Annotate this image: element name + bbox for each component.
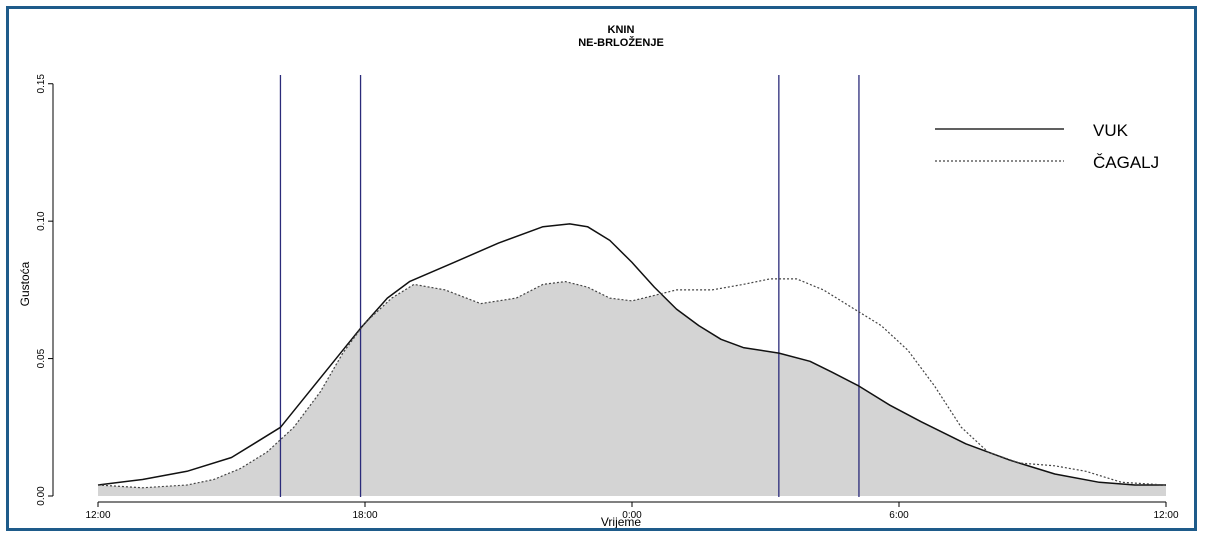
y-tick-label: 0.15 xyxy=(36,74,47,94)
x-tick-label: 18:00 xyxy=(352,510,377,521)
chart-frame: 12:00 18:00 0:00 6:00 12:00 0.00 0.05 0.10 0.15… xyxy=(6,6,1197,531)
shaded-overlap-area-layer xyxy=(98,281,1166,496)
x-tick-label: 12:00 xyxy=(85,510,110,521)
overlap-area xyxy=(98,281,1166,496)
chart-title: KNIN xyxy=(608,24,635,36)
legend-label-cagalj: ČAGALJ xyxy=(1093,153,1159,172)
x-tick-label: 6:00 xyxy=(889,510,909,521)
chart-legend: VUK ČAGALJ xyxy=(935,121,1159,172)
x-axis-label: Vrijeme xyxy=(601,515,642,528)
y-tick-label: 0.10 xyxy=(36,211,47,231)
chart-subtitle: NE-BRLOŽENJE xyxy=(578,36,664,49)
x-tick-label: 12:00 xyxy=(1153,510,1178,521)
y-tick-label: 0.00 xyxy=(36,486,47,506)
x-tick-label: 0:00 xyxy=(622,510,642,521)
legend-label-vuk: VUK xyxy=(1093,121,1129,140)
y-axis-ticks: 0.00 0.05 0.10 0.15 xyxy=(36,74,53,506)
density-chart: 12:00 18:00 0:00 6:00 12:00 0.00 0.05 0.10 0.15… xyxy=(18,24,1179,529)
series-line-vuk xyxy=(97,223,1166,486)
series-line-cagalj xyxy=(97,278,1167,489)
x-axis-ticks: 12:00 18:00 0:00 6:00 12:00 xyxy=(85,502,1179,521)
y-axis-label: Gustoća xyxy=(18,261,32,306)
y-tick-label: 0.05 xyxy=(36,348,47,368)
series-lines xyxy=(97,223,1167,489)
